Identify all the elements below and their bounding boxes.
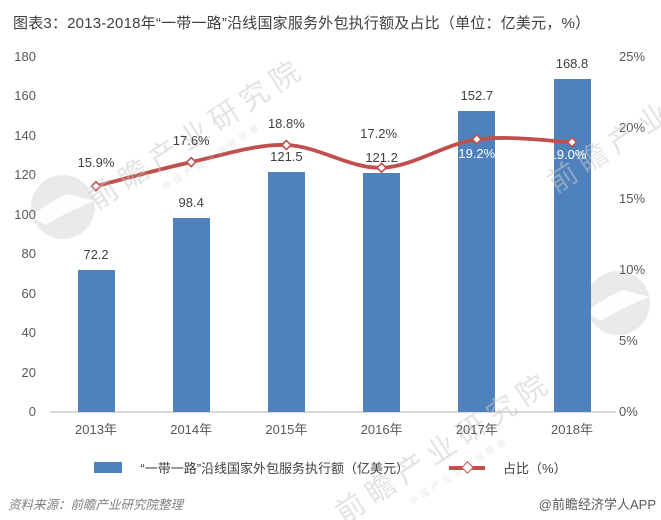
left-axis-tick-160: 160 [14,88,36,104]
qianzhan-bird-logo-icon [586,271,650,335]
bar-value-label-2017: 152.7 [460,87,494,103]
right-axis-tick-5%: 5% [619,333,638,348]
qianzhan-bird-logo-icon [31,175,95,239]
line-marker-2014 [185,156,197,168]
left-axis-tick-80: 80 [21,246,36,262]
x-axis-label-2013: 2013年 [75,422,117,437]
x-axis-label-2015: 2015年 [265,422,308,437]
line-value-label-2017: 19.2% [458,146,496,162]
right-axis-tick-20%: 20% [619,120,646,135]
line-value-label-2018: 19.0% [549,147,587,163]
legend-bar-swatch [94,462,123,473]
line-marker-2015 [280,139,293,151]
legend-line-label: 占比（%） [503,461,567,476]
left-axis-tick-40: 40 [21,325,36,341]
line-value-label-2015: 18.8% [267,116,305,132]
right-axis-tick-25%: 25% [619,49,646,64]
bar-value-label-2016: 121.2 [365,149,398,165]
left-axis-tick-20: 20 [21,364,36,380]
legend: “一带一路”沿线国家外包服务执行额（亿美元） 占比（%） [0,458,661,477]
x-axis-label-2017: 2017年 [455,422,498,437]
app-credit: @前瞻经济学人APP [538,497,656,512]
right-axis-tick-10%: 10% [619,262,646,277]
bar-2014 [172,217,210,412]
right-axis-tick-0%: 0% [619,404,638,419]
line-value-label-2016: 17.2% [360,125,398,141]
bar-2013 [77,269,115,412]
bar-2015 [267,172,305,412]
legend-diamond-icon [461,460,474,474]
legend-line-swatch [449,460,486,474]
left-axis-tick-60: 60 [21,285,36,301]
x-axis-label-2016: 2016年 [360,422,403,437]
data-source-note: 资料来源：前瞻产业研究院整理 [8,498,184,512]
left-axis-tick-0: 0 [28,404,36,419]
legend-bar-label: “一带一路”沿线国家外包服务执行额（亿美元） [140,461,410,476]
line-marker-2013 [90,180,102,192]
chart-title: 图表3：2013-2018年“一带一路”沿线国家服务外包执行额及占比（单位：亿美… [13,15,591,32]
bar-value-label-2015: 121.5 [270,149,303,165]
x-axis-line [50,411,616,413]
x-axis-label-2018: 2018年 [551,422,593,437]
left-axis-tick-140: 140 [14,127,36,143]
bar-2018 [553,79,591,412]
x-axis-label-2014: 2014年 [170,422,213,437]
left-axis-tick-120: 120 [14,167,36,183]
bar-value-label-2018: 168.8 [555,56,589,72]
bar-value-label-2013: 72.2 [83,246,109,262]
bar-value-label-2014: 98.4 [178,194,204,210]
left-axis-tick-100: 100 [14,206,36,222]
line-value-label-2013: 15.9% [77,155,115,171]
line-value-label-2014: 17.6% [172,133,210,149]
right-axis-tick-15%: 15% [619,191,646,206]
bar-2016 [363,172,401,412]
left-axis-tick-180: 180 [14,49,36,64]
